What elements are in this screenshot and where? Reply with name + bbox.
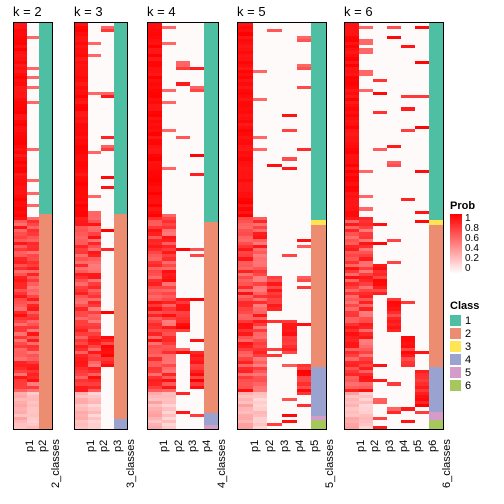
- figure: k = 2p1p22_classesk = 3p1p2p33_classesk …: [0, 0, 504, 504]
- panel-k4: [147, 22, 219, 430]
- heatmap-column-p4: [190, 23, 204, 429]
- class-column: [204, 23, 218, 429]
- panel-title-k3: k = 3: [74, 4, 103, 19]
- heatmap-column-p2: [88, 23, 101, 429]
- panel-k5: [237, 22, 327, 430]
- xlabel-p3: p3: [112, 440, 124, 452]
- xlabel-p5: p5: [309, 440, 321, 452]
- xlabel-classes: 3_classes: [125, 439, 137, 488]
- xlabel-p3: p3: [384, 440, 396, 452]
- heatmap-column-p1: [238, 23, 253, 429]
- class-column: [114, 23, 127, 429]
- heatmap-column-p4: [282, 23, 297, 429]
- legend-swatch: [450, 354, 461, 365]
- panel-k2: [13, 22, 53, 430]
- legend-swatch: [450, 328, 461, 339]
- legend-class-item-6: 6: [450, 379, 479, 392]
- legend-class-item-2: 2: [450, 327, 479, 340]
- xlabel-p2: p2: [369, 440, 381, 452]
- legend-class-item-4: 4: [450, 353, 479, 366]
- heatmap-column-p6: [415, 23, 429, 429]
- legend-class-label: 5: [465, 367, 471, 379]
- heatmap-column-p5: [297, 23, 312, 429]
- xlabel-p2: p2: [173, 440, 185, 452]
- xlabel-classes: 5_classes: [324, 439, 336, 488]
- panel-k3: [74, 22, 128, 430]
- class-column: [429, 23, 443, 429]
- xlabel-p3: p3: [279, 440, 291, 452]
- heatmap-column-p1: [345, 23, 359, 429]
- legend-class-label: 4: [465, 354, 471, 366]
- heatmap-column-p4: [387, 23, 401, 429]
- xlabel-p3: p3: [187, 440, 199, 452]
- legend-class-label: 2: [465, 328, 471, 340]
- panel-title-k5: k = 5: [237, 4, 266, 19]
- legend-prob-title: Prob: [450, 200, 479, 212]
- heatmap-column-p2: [359, 23, 373, 429]
- legend-prob: Prob10.80.60.40.20: [450, 200, 479, 274]
- xlabel-p4: p4: [201, 440, 213, 452]
- xlabel-p1: p1: [355, 440, 367, 452]
- xlabel-classes: 6_classes: [441, 439, 453, 488]
- legend-swatch: [450, 380, 461, 391]
- legend-class-label: 1: [465, 315, 471, 327]
- legend-class-title: Class: [450, 300, 479, 312]
- panel-title-k2: k = 2: [13, 4, 42, 19]
- xlabel-classes: 4_classes: [216, 439, 228, 488]
- legend-class-label: 6: [465, 380, 471, 392]
- xlabel-p5: p5: [412, 440, 424, 452]
- heatmap-column-p3: [176, 23, 190, 429]
- legend-prob-tick: 0: [465, 264, 479, 274]
- xlabel-p4: p4: [294, 440, 306, 452]
- xlabel-p2: p2: [264, 440, 276, 452]
- heatmap-column-p1: [148, 23, 162, 429]
- class-column: [311, 23, 326, 429]
- xlabel-p6: p6: [427, 440, 439, 452]
- class-column: [39, 23, 52, 429]
- legend-prob-gradient: [450, 214, 462, 274]
- legend-class-item-5: 5: [450, 366, 479, 379]
- heatmap-column-p1: [75, 23, 88, 429]
- xlabel-classes: 2_classes: [50, 439, 62, 488]
- panel-k6: [344, 22, 444, 430]
- legend-swatch: [450, 315, 461, 326]
- xlabel-p1: p1: [158, 440, 170, 452]
- heatmap-column-p3: [267, 23, 282, 429]
- legend-swatch: [450, 341, 461, 352]
- heatmap-column-p2: [27, 23, 40, 429]
- panel-title-k4: k = 4: [147, 4, 176, 19]
- xlabel-p2: p2: [37, 440, 49, 452]
- heatmap-column-p3: [101, 23, 114, 429]
- xlabel-p1: p1: [249, 440, 261, 452]
- xlabel-p1: p1: [85, 440, 97, 452]
- heatmap-column-p1: [14, 23, 27, 429]
- legend-class-label: 3: [465, 341, 471, 353]
- xlabel-p4: p4: [398, 440, 410, 452]
- xlabel-p1: p1: [24, 440, 36, 452]
- xlabel-p2: p2: [98, 440, 110, 452]
- legend-class-item-1: 1: [450, 314, 479, 327]
- heatmap-column-p2: [253, 23, 268, 429]
- heatmap-column-p3: [373, 23, 387, 429]
- legend-class-item-3: 3: [450, 340, 479, 353]
- legend-swatch: [450, 367, 461, 378]
- heatmap-column-p5: [401, 23, 415, 429]
- heatmap-column-p2: [162, 23, 176, 429]
- panel-title-k6: k = 6: [344, 4, 373, 19]
- legend-class: Class 123456: [450, 300, 479, 392]
